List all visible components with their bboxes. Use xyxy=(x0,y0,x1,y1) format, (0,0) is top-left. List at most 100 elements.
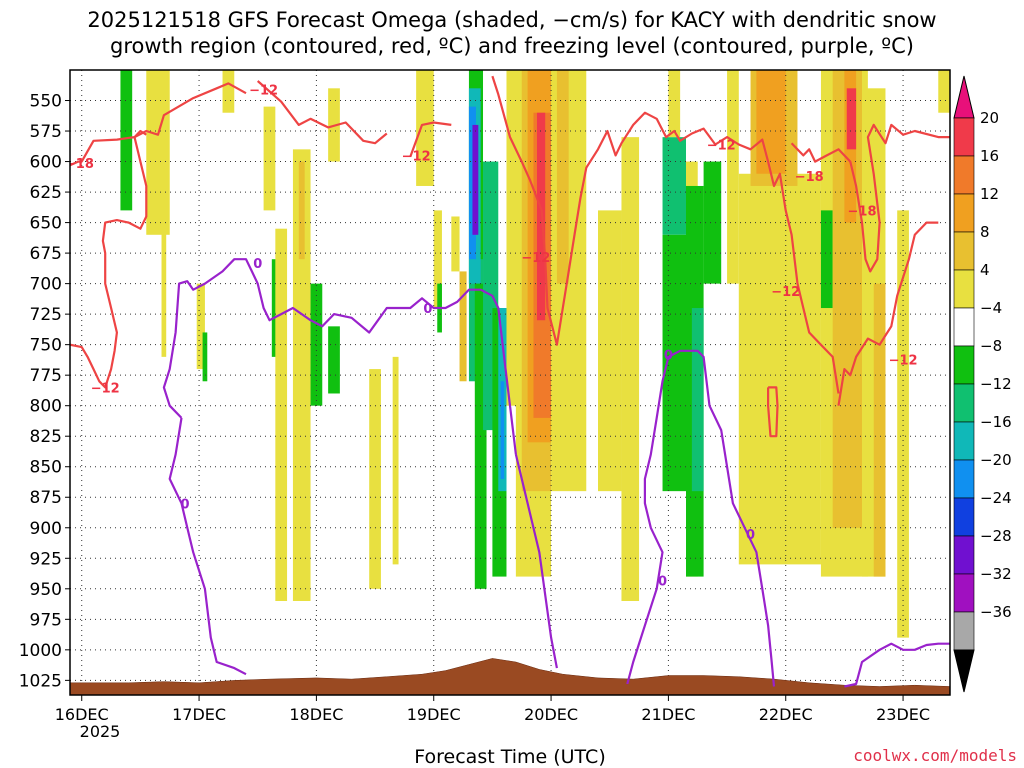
y-tick-label: 1000 xyxy=(19,641,62,661)
contour-label: 0 xyxy=(423,302,432,317)
freezing-contour-purple xyxy=(844,642,950,688)
colorbar-swatch xyxy=(953,535,975,575)
dgz-contour-red xyxy=(70,82,247,167)
contour-label: 0 xyxy=(664,348,673,363)
omega-shade-strong_up xyxy=(756,70,786,174)
chart-title-line2: growth region (contoured, red, ºC) and f… xyxy=(110,34,914,58)
colorbar-bottom-arrow xyxy=(953,649,975,693)
omega-shade-weak_up xyxy=(668,70,681,138)
omega-shade-weak_up xyxy=(738,173,821,565)
colorbar-swatch xyxy=(953,231,975,271)
y-tick-label: 625 xyxy=(30,183,62,203)
colorbar: 20 16 12 8 4 −4 −8 −12 −16 −20 −24 −28 −32 −36 xyxy=(953,75,1012,693)
colorbar-label: 20 xyxy=(980,109,999,127)
omega-shade-mod_down xyxy=(662,137,686,235)
y-tick-label: 1025 xyxy=(19,671,62,691)
y-tick-label: 775 xyxy=(30,366,62,386)
contour-label: −12 xyxy=(91,381,120,396)
omega-shade-weak_up xyxy=(727,70,739,284)
omega-shade-purple_down xyxy=(472,124,479,235)
colorbar-swatch xyxy=(953,345,975,385)
colorbar-swatch xyxy=(953,459,975,499)
x-tick-label: 20DEC xyxy=(524,705,578,724)
omega-shade-weak_up xyxy=(222,70,235,113)
omega-shade-blue_down xyxy=(500,381,505,479)
y-tick-label: 725 xyxy=(30,305,62,325)
colorbar-swatch xyxy=(953,307,975,347)
chart-title-line1: 2025121518 GFS Forecast Omega (shaded, −… xyxy=(87,8,936,32)
omega-shade-weak_up xyxy=(369,369,381,589)
y-tick-label: 575 xyxy=(30,122,62,142)
colorbar-swatch xyxy=(953,421,975,461)
omega-shade-extreme_up xyxy=(846,88,857,150)
y-tick-label: 950 xyxy=(30,580,62,600)
contour-label: 0 xyxy=(180,497,189,512)
contour-label: −12 xyxy=(771,285,800,300)
omega-shade-weak_up xyxy=(433,210,442,309)
y-tick-label: 825 xyxy=(30,427,62,447)
omega-shade-weak_up xyxy=(292,149,311,602)
y-tick-label: 600 xyxy=(30,153,62,173)
omega-shade-weak_up xyxy=(598,210,622,492)
x-axis-title: Forecast Time (UTC) xyxy=(414,746,605,768)
omega-shade-weak_up xyxy=(146,70,170,235)
credit-text[interactable]: coolwx.com/models xyxy=(853,746,1017,765)
colorbar-swatch xyxy=(953,611,975,651)
dgz-contour-red xyxy=(70,129,148,389)
colorbar-label: −4 xyxy=(980,299,1002,317)
x-tick-label: 22DEC xyxy=(759,705,813,724)
colorbar-swatch xyxy=(953,269,975,309)
colorbar-label: −36 xyxy=(980,603,1012,621)
x-tick-label: 18DEC xyxy=(289,705,343,724)
colorbar-swatch xyxy=(953,497,975,537)
contour-labels: −12 −18 −12 −12 −12 −12 −18 −18 −12 −12 0 0 0 0 0 0 xyxy=(65,84,918,590)
y-tick-label: 900 xyxy=(30,519,62,539)
colorbar-label: −8 xyxy=(980,337,1002,355)
omega-shade-mod_up xyxy=(459,271,467,382)
colorbar-label: 8 xyxy=(980,223,990,241)
y-tick-label: 875 xyxy=(30,488,62,508)
x-year-label: 2025 xyxy=(80,722,121,741)
colorbar-label: 4 xyxy=(980,261,990,279)
omega-shade-weak_down xyxy=(328,326,340,394)
dgz-contour-red xyxy=(409,121,452,158)
omega-shade-weak_up xyxy=(451,216,460,272)
omega-shade-weak_up xyxy=(621,137,640,602)
omega-shade-mod_up xyxy=(556,70,569,284)
contour-label: −12 xyxy=(521,251,550,266)
x-tick-label: 21DEC xyxy=(641,705,695,724)
contour-label: −18 xyxy=(65,157,94,172)
colorbar-label: −32 xyxy=(980,565,1012,583)
colorbar-top-arrow xyxy=(953,75,975,119)
y-tick-label: 700 xyxy=(30,275,62,295)
colorbar-swatch xyxy=(953,193,975,233)
omega-shade-weak_up xyxy=(263,106,276,211)
y-axis: 550 575 600 625 650 675 700 725 750 775 800 825 850 8… xyxy=(19,92,70,691)
colorbar-swatch xyxy=(953,573,975,613)
omega-shade-weak_down xyxy=(120,70,133,211)
freezing-contour-purple xyxy=(162,258,517,455)
omega-shade-weak_up xyxy=(275,228,288,602)
dgz-contour-red xyxy=(491,75,840,394)
omega-shade-weak_down xyxy=(703,161,722,284)
x-tick-label: 23DEC xyxy=(876,705,930,724)
contour-label: −12 xyxy=(249,84,278,99)
y-tick-label: 800 xyxy=(30,397,62,417)
y-tick-label: 975 xyxy=(30,610,62,630)
colorbar-swatch xyxy=(953,117,975,157)
omega-shade-weak_down xyxy=(271,259,279,357)
terrain-fill xyxy=(70,658,950,695)
colorbar-swatch xyxy=(953,383,975,423)
colorbar-label: −20 xyxy=(980,451,1012,469)
y-tick-label: 850 xyxy=(30,458,62,478)
omega-shade-mod_up xyxy=(298,161,305,260)
dgz-contour-red xyxy=(256,80,388,145)
freezing-contour-purple xyxy=(514,454,558,669)
dgz-contour-red xyxy=(767,386,779,438)
omega-shade-weak_down xyxy=(202,332,208,382)
omega-shade-weak_down xyxy=(310,283,323,406)
y-tick-label: 675 xyxy=(30,244,62,264)
contour-label: −12 xyxy=(889,353,918,368)
omega-shade-weak_up xyxy=(416,70,434,186)
colorbar-label: −12 xyxy=(980,375,1012,393)
